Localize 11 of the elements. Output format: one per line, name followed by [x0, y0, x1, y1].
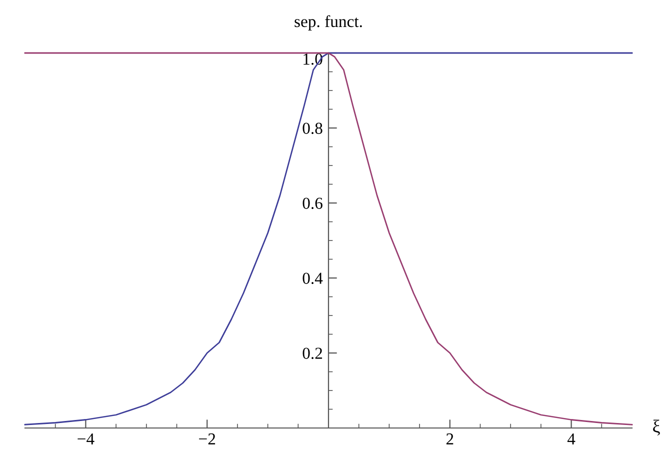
- x-tick-label: 4: [567, 433, 576, 444]
- x-tick-label: 2: [446, 433, 454, 444]
- y-tick-label: 0.2: [302, 348, 322, 360]
- x-axis-title: ξ: [653, 420, 660, 436]
- x-tick-label: −4: [78, 433, 94, 444]
- y-tick-label: 0.4: [302, 272, 323, 284]
- x-tick-label: −2: [199, 433, 216, 444]
- line-series: [24, 52, 633, 426]
- y-tick-label: 0.8: [302, 122, 322, 134]
- y-axis-title: sep. funct.: [294, 15, 362, 30]
- y-tick-label: 0.6: [302, 198, 322, 210]
